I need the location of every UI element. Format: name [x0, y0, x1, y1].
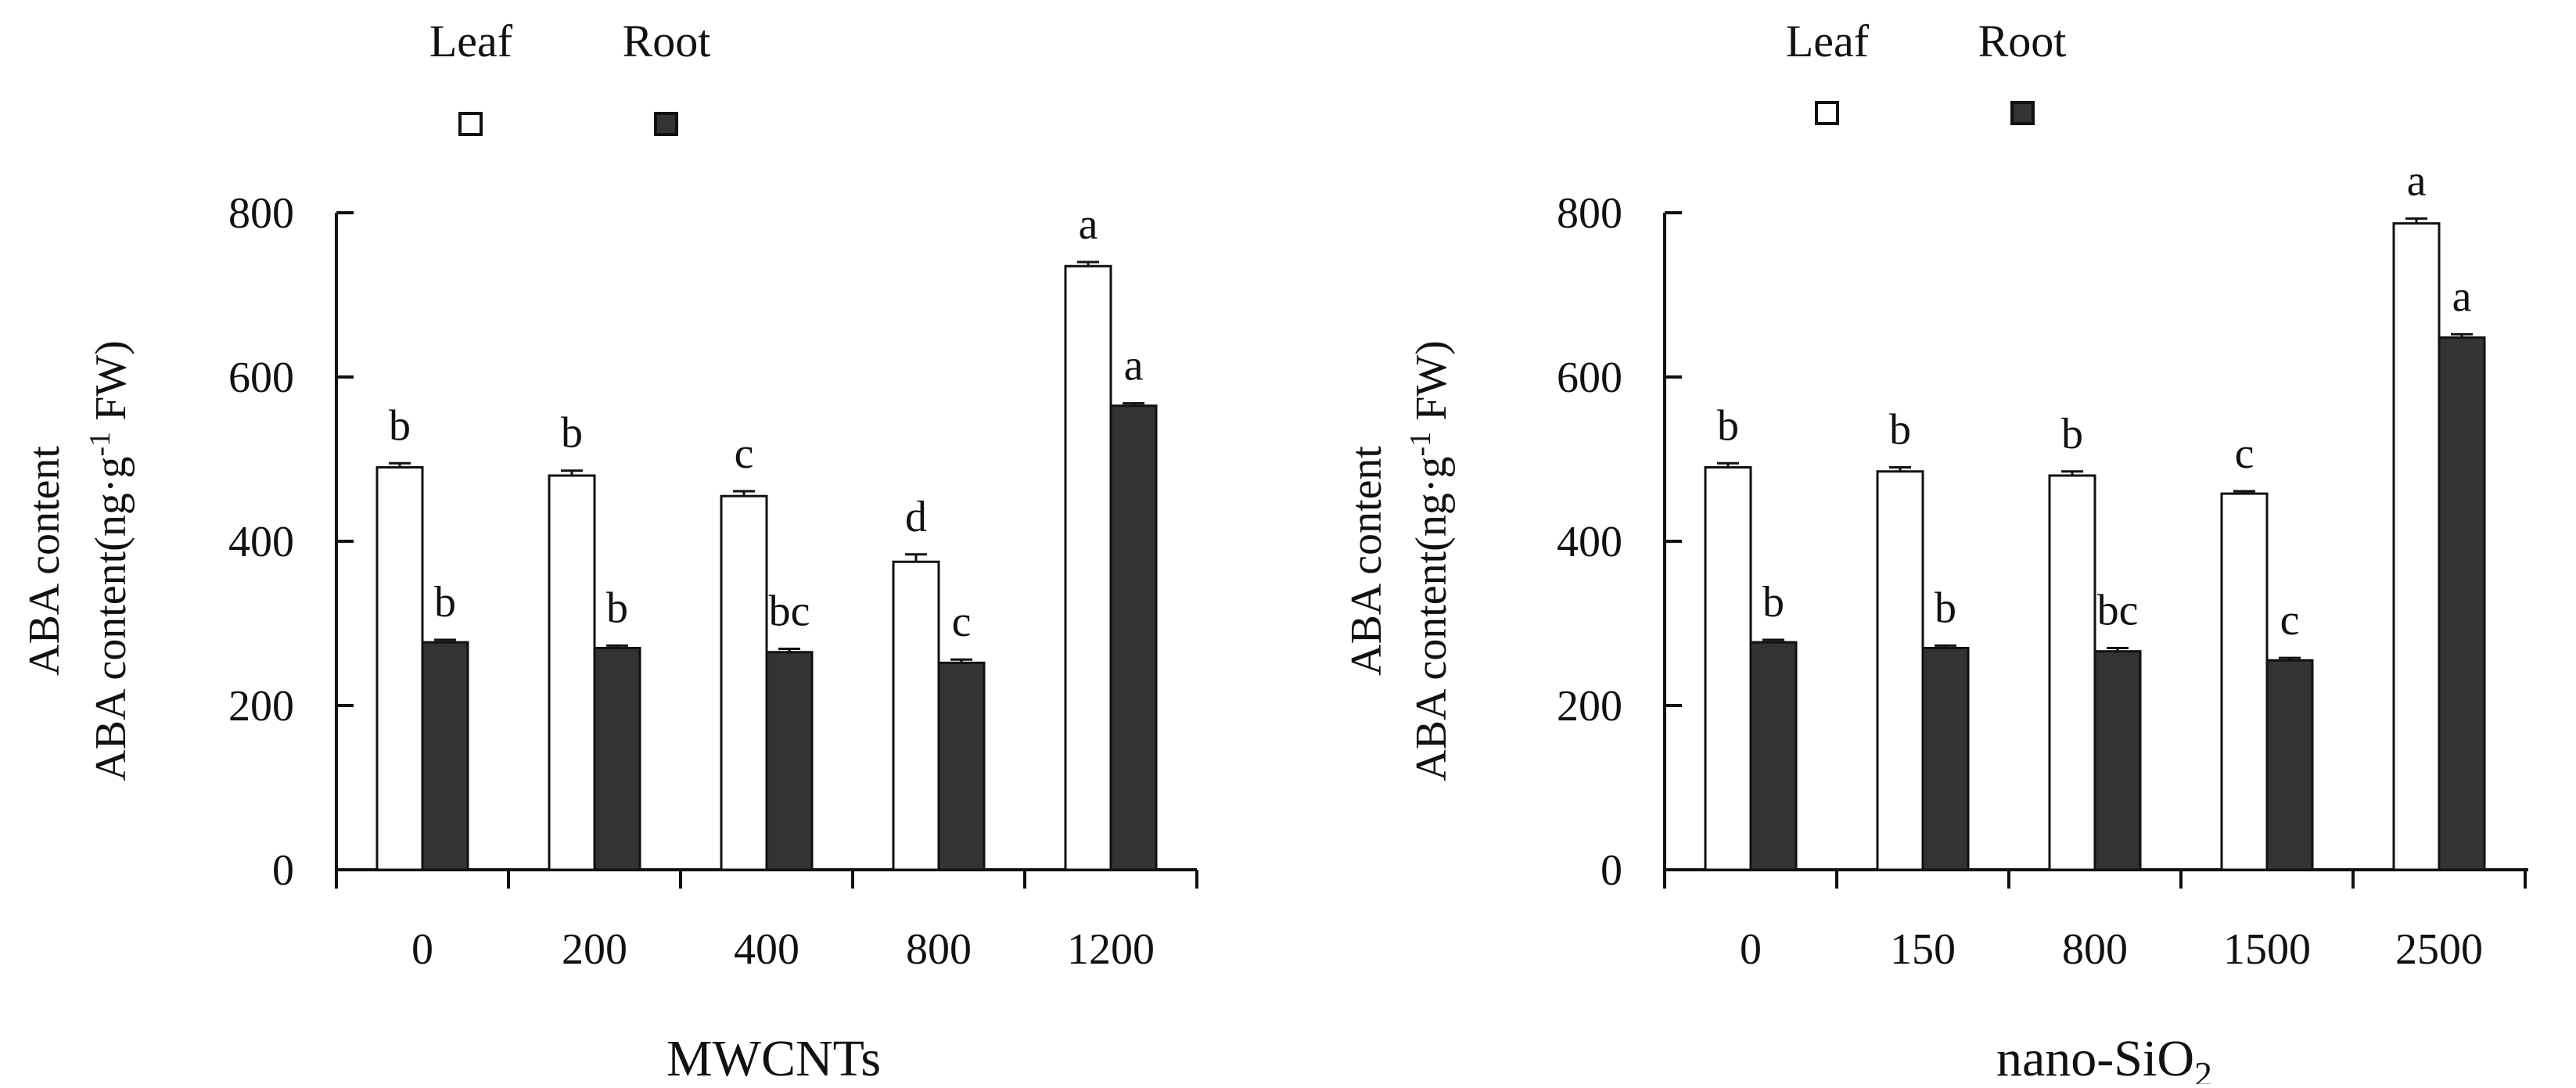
- nano-sio2-sig-letter-root: bc: [2097, 587, 2139, 635]
- mwcnts-y-tick-label: 0: [272, 846, 294, 895]
- mwcnts-sig-letter-leaf: b: [561, 409, 583, 458]
- nano-sio2-y-tick-label: 400: [1557, 518, 1622, 566]
- mwcnts-x-tick-label: 400: [734, 925, 799, 974]
- mwcnts-ylabel-line1: ABA content: [20, 446, 69, 676]
- nano-sio2-sig-letter-root: b: [1762, 578, 1784, 627]
- nano-sio2-bar-root: [2265, 659, 2314, 871]
- nano-sio2-ylabel-line1: ABA content: [1342, 446, 1391, 676]
- mwcnts-y-tick-label: 600: [228, 354, 294, 402]
- nano-sio2-sig-letter-leaf: a: [2407, 156, 2427, 205]
- nano-sio2-bars: [1704, 217, 2486, 871]
- mwcnts-legend-leaf-swatch: [458, 112, 483, 136]
- mwcnts-bar-leaf: [892, 560, 940, 871]
- mwcnts-sig-letter-root: a: [1124, 342, 1144, 390]
- nano-sio2-legend-leaf-label: Leaf: [1786, 16, 1870, 66]
- nano-sio2-sig-letter-root: c: [2280, 596, 2300, 645]
- mwcnts-y-tick-label: 200: [228, 682, 294, 731]
- mwcnts-bar-root: [593, 647, 641, 871]
- nano-sio2-sig-letter-root: b: [1935, 583, 1956, 632]
- nano-sio2-sig-letter-leaf: b: [1717, 401, 1739, 450]
- nano-sio2-y-tick-label: 800: [1557, 189, 1622, 238]
- nano-sio2-xlabel: nano-SiO2: [1996, 1030, 2212, 1084]
- nano-sio2-y-tick-label: 600: [1557, 354, 1622, 402]
- nano-sio2-bar-leaf: [1876, 470, 1924, 871]
- mwcnts-xlabel: MWCNTs: [666, 1030, 881, 1084]
- mwcnts-x-tick-label: 800: [906, 925, 972, 974]
- nano-sio2-y-tick-label: 0: [1601, 846, 1622, 895]
- nano-sio2-x-tick-label: 150: [1890, 925, 1956, 974]
- mwcnts-sig-letter-root: b: [434, 578, 456, 627]
- nano-sio2-axes: 0 200 400 600 800 0 150 800 1500 2500: [1557, 189, 2528, 974]
- nano-sio2-sig-letter-leaf: c: [2235, 429, 2254, 478]
- nano-sio2-bar-leaf: [2048, 474, 2096, 871]
- mwcnts-bar-root: [1109, 404, 1158, 871]
- mwcnts-sig-letter-root: c: [952, 598, 972, 646]
- nano-sio2-bar-root: [1921, 647, 1970, 871]
- nano-sio2-legend-leaf-swatch: [1815, 101, 1839, 125]
- nano-sio2-sig-letter-leaf: b: [2061, 410, 2083, 458]
- mwcnts-bar-leaf: [1064, 264, 1112, 871]
- mwcnts-legend-leaf-label: Leaf: [429, 16, 513, 66]
- mwcnts-legend-root-swatch: [654, 112, 678, 136]
- mwcnts-sig-letter-root: bc: [769, 587, 810, 636]
- nano-sio2-sig-letter-leaf: b: [1889, 406, 1911, 454]
- nano-sio2-x-tick-label: 2500: [2395, 925, 2483, 974]
- mwcnts-sig-letter-leaf: d: [905, 493, 927, 541]
- mwcnts-sig-letter-leaf: c: [735, 429, 754, 478]
- mwcnts-legend: Leaf Root: [429, 16, 711, 136]
- mwcnts-y-tick-label: 800: [228, 189, 294, 238]
- mwcnts-sig-letter-leaf: b: [389, 401, 411, 450]
- mwcnts-bar-leaf: [375, 466, 424, 871]
- nano-sio2-legend: Leaf Root: [1786, 16, 2067, 125]
- mwcnts-x-tick-label: 1200: [1067, 925, 1155, 974]
- nano-sio2-x-tick-label: 800: [2062, 925, 2128, 974]
- nano-sio2-x-tick-label: 1500: [2223, 925, 2311, 974]
- mwcnts-y-tick-label: 400: [228, 518, 294, 566]
- nano-sio2-labels: b b b cab b bc ca: [1717, 156, 2472, 645]
- mwcnts-bar-leaf: [548, 474, 596, 871]
- mwcnts-bar-root: [937, 661, 986, 871]
- mwcnts-x-tick-label: 200: [562, 925, 627, 974]
- mwcnts-chart-panel: Leaf Root 0 200 400 600 800 0 200 400 800 1200 b b…: [20, 16, 1198, 1087]
- nano-sio2-bar-leaf: [2392, 222, 2441, 871]
- nano-sio2-bar-leaf: [1704, 466, 1752, 871]
- mwcnts-axes: 0 200 400 600 800 0 200 400 800 1200: [228, 189, 1198, 974]
- nano-sio2-bar-leaf: [2220, 492, 2269, 871]
- mwcnts-bars: [375, 260, 1158, 871]
- mwcnts-bar-root: [421, 641, 469, 871]
- nano-sio2-bar-root: [2093, 650, 2142, 871]
- mwcnts-sig-letter-leaf: a: [1079, 200, 1098, 249]
- mwcnts-ylabel-line2: ABA content(ng·g-1 FW): [84, 340, 135, 781]
- nano-sio2-legend-root-label: Root: [1978, 16, 2067, 66]
- nano-sio2-chart-panel: Leaf Root 0 200 400 600 800 0 150 800 1500 2500 b…: [1342, 16, 2528, 1088]
- nano-sio2-sig-letter-root: a: [2452, 272, 2472, 321]
- nano-sio2-bar-root: [2438, 336, 2486, 871]
- mwcnts-sig-letter-root: b: [606, 583, 628, 632]
- mwcnts-legend-root-label: Root: [623, 16, 711, 66]
- mwcnts-x-tick-label: 0: [411, 925, 433, 974]
- nano-sio2-y-tick-label: 200: [1557, 682, 1622, 731]
- nano-sio2-x-tick-label: 0: [1740, 925, 1762, 974]
- mwcnts-bar-root: [765, 651, 814, 871]
- nano-sio2-bar-root: [1749, 641, 1798, 871]
- mwcnts-bar-leaf: [720, 494, 768, 871]
- nano-sio2-legend-root-swatch: [2010, 101, 2035, 125]
- nano-sio2-ylabel-line2: ABA content(ng·g-1 FW): [1404, 340, 1456, 781]
